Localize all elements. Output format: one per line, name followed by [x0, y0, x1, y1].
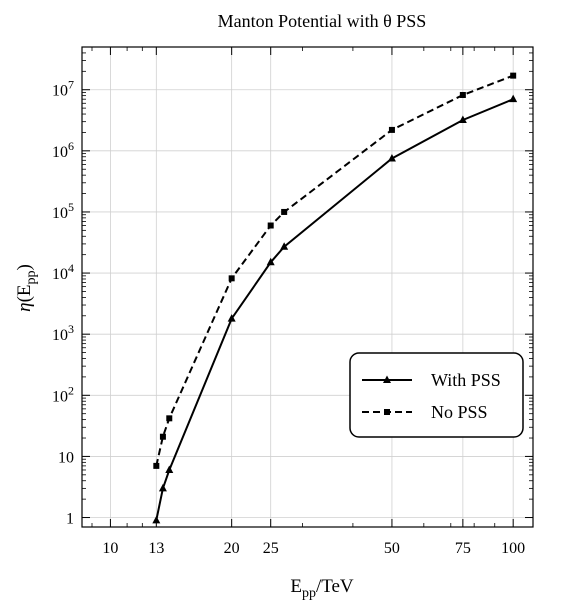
- data-point-with-pss: [509, 94, 518, 103]
- data-point-no-pss: [228, 275, 235, 282]
- data-point-no-pss: [281, 208, 288, 215]
- series-layer: [152, 72, 518, 524]
- data-point-no-pss: [159, 433, 166, 440]
- x-tick-label: 10: [102, 540, 118, 557]
- x-tick-label: 25: [263, 540, 279, 557]
- y-tick-exponent: 7: [68, 78, 74, 92]
- data-point-no-pss: [388, 126, 395, 133]
- y-tick-exponent: 4: [68, 261, 74, 275]
- y-tick-base: 10: [52, 266, 68, 283]
- data-point-with-pss: [266, 257, 275, 266]
- y-tick-label: 10: [58, 449, 74, 466]
- grid: [82, 47, 533, 527]
- legend-label-with-pss: With PSS: [431, 370, 501, 390]
- legend-label-no-pss: No PSS: [431, 402, 488, 422]
- y-tick-label: 104: [52, 261, 74, 283]
- data-point-with-pss: [152, 515, 161, 524]
- legend-square-marker: [384, 409, 390, 415]
- x-tick-label: 20: [224, 540, 240, 557]
- legend-entry-no-pss: No PSS: [362, 402, 488, 422]
- y-tick-base: 10: [52, 388, 68, 405]
- y-tick-exponent: 2: [68, 383, 74, 397]
- y-tick-base: 10: [58, 449, 74, 466]
- y-tick-base: 1: [66, 511, 74, 528]
- y-tick-label: 107: [52, 78, 74, 100]
- x-axis-label: Epp/TeV: [290, 576, 354, 601]
- data-point-with-pss: [158, 483, 167, 492]
- y-tick-label: 105: [52, 200, 74, 222]
- x-tick-label: 13: [148, 540, 164, 557]
- axis-ticks: [82, 46, 533, 527]
- legend-triangle-marker: [383, 375, 391, 383]
- y-tick-exponent: 5: [68, 200, 74, 214]
- legend-box: [349, 352, 524, 438]
- y-tick-label: 102: [52, 383, 74, 405]
- data-point-no-pss: [510, 72, 517, 79]
- data-point-no-pss: [459, 91, 466, 98]
- data-point-no-pss: [267, 222, 274, 229]
- x-tick-label: 100: [501, 540, 525, 557]
- series-line-with-pss: [155, 98, 514, 521]
- plot-frame: [81, 46, 534, 528]
- data-point-no-pss: [166, 415, 173, 422]
- y-tick-base: 10: [52, 327, 68, 344]
- legend: With PSS No PSS: [349, 352, 524, 438]
- y-tick-base: 10: [52, 83, 68, 100]
- y-tick-label: 106: [52, 139, 74, 161]
- y-tick-base: 10: [52, 144, 68, 161]
- data-point-with-pss: [458, 115, 467, 123]
- data-point-with-pss: [280, 242, 289, 250]
- y-tick-exponent: 3: [68, 322, 74, 336]
- y-tick-base: 10: [52, 205, 68, 222]
- data-point-with-pss: [387, 153, 396, 162]
- y-tick-exponent: 6: [68, 139, 74, 153]
- legend-entry-with-pss: With PSS: [362, 370, 501, 390]
- x-tick-label: 50: [384, 540, 400, 557]
- y-tick-label: 103: [52, 322, 74, 344]
- x-tick-label: 75: [455, 540, 471, 557]
- data-point-with-pss: [165, 465, 174, 473]
- y-axis-label: η(Epp): [14, 264, 39, 312]
- chart-title: Manton Potential with θ PSS: [218, 11, 427, 31]
- y-tick-label: 1: [66, 511, 74, 528]
- data-point-no-pss: [153, 462, 160, 469]
- data-point-with-pss: [227, 314, 236, 322]
